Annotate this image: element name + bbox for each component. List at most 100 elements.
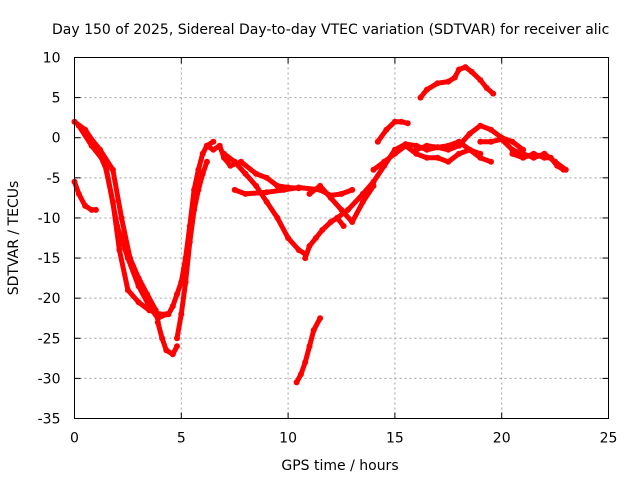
data-point: [530, 150, 537, 157]
data-point: [163, 347, 170, 354]
data-point: [370, 178, 377, 185]
data-point: [242, 170, 249, 177]
data-point: [156, 311, 163, 318]
data-point: [404, 120, 411, 127]
y-tick-label: -20: [38, 291, 61, 307]
data-series: [71, 64, 569, 386]
axis-ticks: -35 -30 -25 -20 -15 -10 -5 0 5 10 0 5 10 15 20 25: [38, 51, 618, 447]
data-point: [159, 335, 166, 342]
data-point: [423, 86, 430, 93]
data-point: [263, 198, 270, 205]
data-point: [285, 235, 292, 241]
data-point: [509, 138, 516, 145]
data-point: [199, 150, 206, 157]
data-point: [488, 126, 494, 133]
data-point: [165, 311, 172, 318]
series-track-12: [293, 315, 324, 386]
series-track-7: [174, 158, 210, 342]
y-tick-label: -10: [38, 211, 61, 227]
data-point: [109, 166, 116, 173]
y-tick-label: -30: [38, 371, 61, 387]
data-point: [434, 144, 441, 151]
data-point: [488, 138, 494, 145]
data-point: [423, 154, 430, 161]
data-point: [253, 170, 260, 177]
data-point: [317, 315, 324, 322]
data-point: [227, 162, 234, 169]
series-track-11: [302, 214, 347, 262]
data-point: [370, 166, 377, 173]
series-track-4: [75, 122, 170, 318]
data-point: [82, 202, 89, 209]
y-tick-label: -15: [38, 251, 61, 267]
data-point: [231, 158, 238, 165]
data-point: [216, 142, 223, 149]
data-point: [295, 184, 302, 191]
data-point: [391, 118, 398, 125]
series-line: [76, 123, 169, 317]
data-point: [109, 198, 116, 205]
data-point: [402, 142, 409, 149]
data-point: [490, 90, 497, 97]
data-point: [306, 243, 313, 249]
data-point: [310, 327, 317, 334]
data-point: [349, 219, 356, 225]
data-point: [477, 150, 484, 157]
data-point: [306, 343, 313, 350]
data-point: [199, 170, 206, 177]
x-tick-label: 5: [177, 431, 186, 447]
data-point: [263, 189, 270, 196]
data-point: [169, 303, 176, 310]
data-point: [451, 74, 458, 81]
x-axis-title: GPS time / hours: [281, 458, 398, 474]
data-point: [417, 94, 424, 101]
data-point: [154, 319, 161, 326]
data-point: [468, 68, 475, 75]
data-point: [124, 287, 131, 294]
data-point: [456, 142, 462, 149]
data-point: [434, 154, 441, 161]
data-point: [488, 158, 494, 165]
series-track-5: [154, 319, 180, 358]
y-tick-label: -35: [38, 412, 61, 428]
data-point: [391, 150, 398, 157]
x-tick-label: 25: [600, 431, 618, 447]
data-point: [344, 206, 351, 213]
data-point: [334, 214, 341, 221]
data-point: [75, 190, 82, 197]
data-point: [144, 291, 151, 298]
data-point: [520, 154, 527, 161]
data-point: [381, 158, 388, 165]
data-point: [483, 85, 490, 91]
data-point: [383, 126, 390, 133]
data-point: [340, 223, 347, 229]
data-point: [456, 66, 462, 73]
series-track-20: [509, 150, 567, 173]
y-axis-title: SDTVAR / TECUs: [6, 181, 22, 296]
data-point: [374, 138, 381, 145]
data-point: [186, 239, 193, 245]
data-point: [210, 146, 217, 153]
data-point: [498, 136, 505, 143]
grid-lines: [74, 57, 609, 419]
series-line: [232, 185, 355, 198]
data-point: [178, 311, 185, 318]
data-point: [221, 150, 227, 157]
data-point: [349, 186, 356, 193]
series-line: [82, 128, 159, 313]
series-line: [302, 215, 347, 261]
data-point: [274, 214, 281, 221]
series-line: [418, 64, 496, 101]
data-point: [238, 158, 245, 165]
data-point: [477, 138, 484, 145]
data-point: [554, 162, 561, 169]
data-point: [118, 214, 125, 221]
data-point: [178, 279, 185, 286]
y-tick-label: 5: [52, 91, 61, 107]
data-point: [306, 190, 313, 197]
data-point: [293, 379, 300, 386]
data-point: [280, 186, 287, 193]
y-tick-label: 0: [52, 131, 61, 147]
data-point: [541, 154, 548, 161]
data-point: [174, 335, 180, 342]
